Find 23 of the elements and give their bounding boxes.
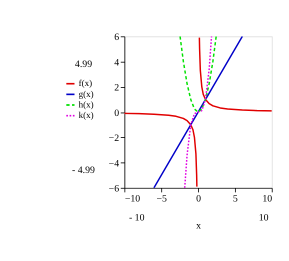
legend-label: h(x) xyxy=(78,99,94,110)
x-tick-label: 5 xyxy=(232,193,238,204)
text: 10 xyxy=(258,212,269,224)
x-tick-label: −10 xyxy=(124,193,140,204)
x-tick-label: 0 xyxy=(196,193,202,204)
y-tick-label: 2 xyxy=(114,82,120,94)
y-tick-label: −6 xyxy=(108,184,120,195)
legend-label: f(x) xyxy=(78,78,92,88)
x-tick-label: 10 xyxy=(262,193,272,204)
x-tick-label: −5 xyxy=(156,193,167,204)
y-tick-label: 4 xyxy=(114,57,120,68)
text: 4.99 xyxy=(74,58,92,70)
text: - 10 xyxy=(128,212,145,224)
line-series xyxy=(179,36,217,113)
x-axis-title: x xyxy=(196,220,202,232)
y-tick-label: −2 xyxy=(108,133,120,144)
y-tick-label: −4 xyxy=(108,158,120,170)
legend-label: g(x) xyxy=(78,88,94,99)
line-series xyxy=(184,36,212,188)
y-tick-label: 6 xyxy=(114,32,120,44)
legend-label: k(x) xyxy=(78,110,94,120)
text: - 4.99 xyxy=(72,164,96,176)
y-tick-label: 0 xyxy=(114,108,120,119)
